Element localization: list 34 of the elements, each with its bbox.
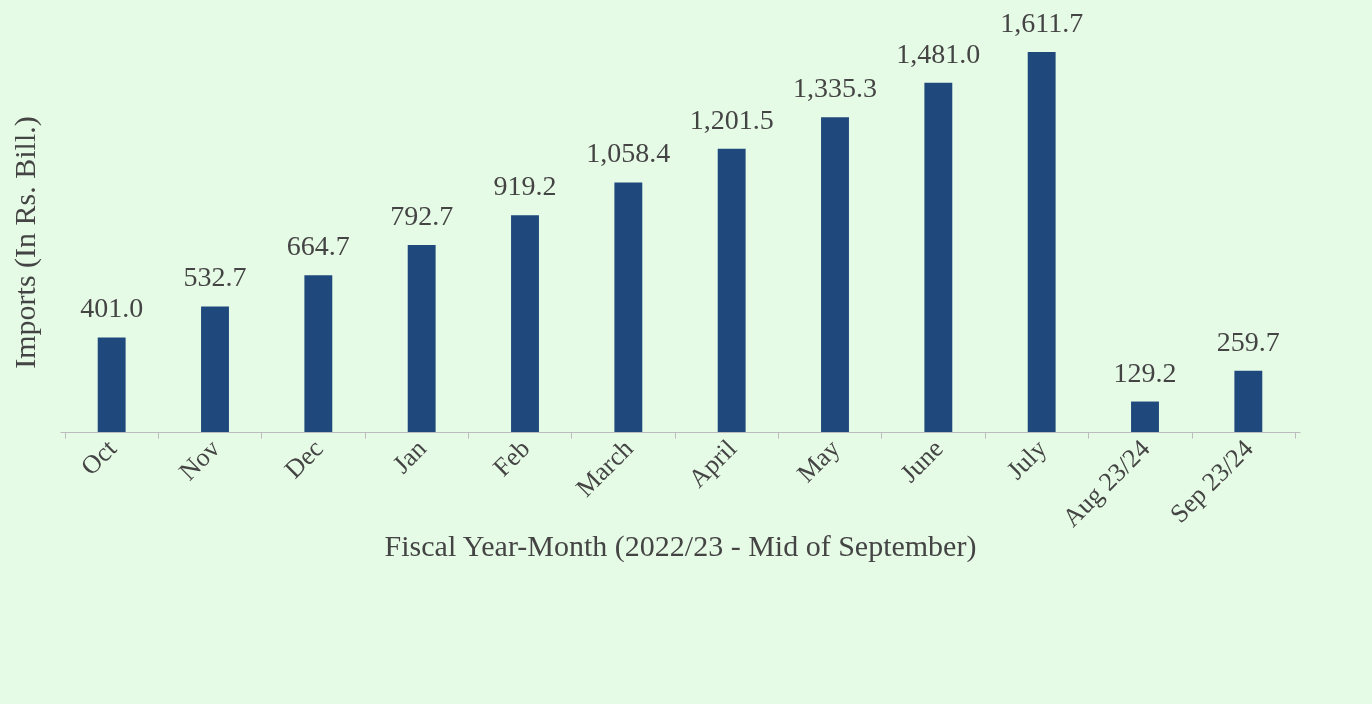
x-tick-label: June bbox=[894, 433, 949, 489]
data-label: 1,481.0 bbox=[896, 37, 981, 69]
bar bbox=[511, 215, 539, 432]
data-label: 1,201.5 bbox=[689, 103, 774, 135]
x-tick-label: Nov bbox=[173, 433, 226, 487]
data-label: 1,058.4 bbox=[586, 137, 671, 169]
y-axis-title: Imports (In Rs. Bill.) bbox=[7, 116, 42, 369]
x-tick-label: Oct bbox=[75, 433, 123, 481]
x-tick-label: Jan bbox=[387, 433, 433, 479]
data-label: 1,335.3 bbox=[793, 72, 877, 104]
x-tick-label: Feb bbox=[487, 433, 536, 482]
x-axis-title: Fiscal Year-Month (2022/23 - Mid of September) bbox=[384, 528, 977, 563]
data-label: 401.0 bbox=[80, 292, 144, 324]
data-label: 792.7 bbox=[390, 200, 454, 232]
bar bbox=[614, 182, 643, 432]
bar bbox=[924, 82, 953, 432]
x-tick-label: May bbox=[791, 433, 846, 489]
bar bbox=[201, 306, 229, 432]
bar bbox=[304, 275, 333, 432]
data-label: 129.2 bbox=[1113, 356, 1177, 388]
bar bbox=[1234, 370, 1263, 432]
bar bbox=[717, 148, 746, 432]
data-label: 259.7 bbox=[1216, 325, 1280, 357]
bar bbox=[97, 337, 126, 432]
x-tick-label: Dec bbox=[278, 433, 329, 484]
x-tick-label: July bbox=[1000, 433, 1053, 486]
data-label: 1,611.7 bbox=[1000, 7, 1084, 38]
bar bbox=[821, 117, 849, 432]
data-label: 532.7 bbox=[183, 261, 247, 293]
data-label: 664.7 bbox=[286, 230, 350, 262]
bar bbox=[407, 245, 436, 432]
data-label: 919.2 bbox=[493, 170, 557, 202]
bar bbox=[1027, 52, 1056, 432]
bar bbox=[1131, 401, 1159, 432]
